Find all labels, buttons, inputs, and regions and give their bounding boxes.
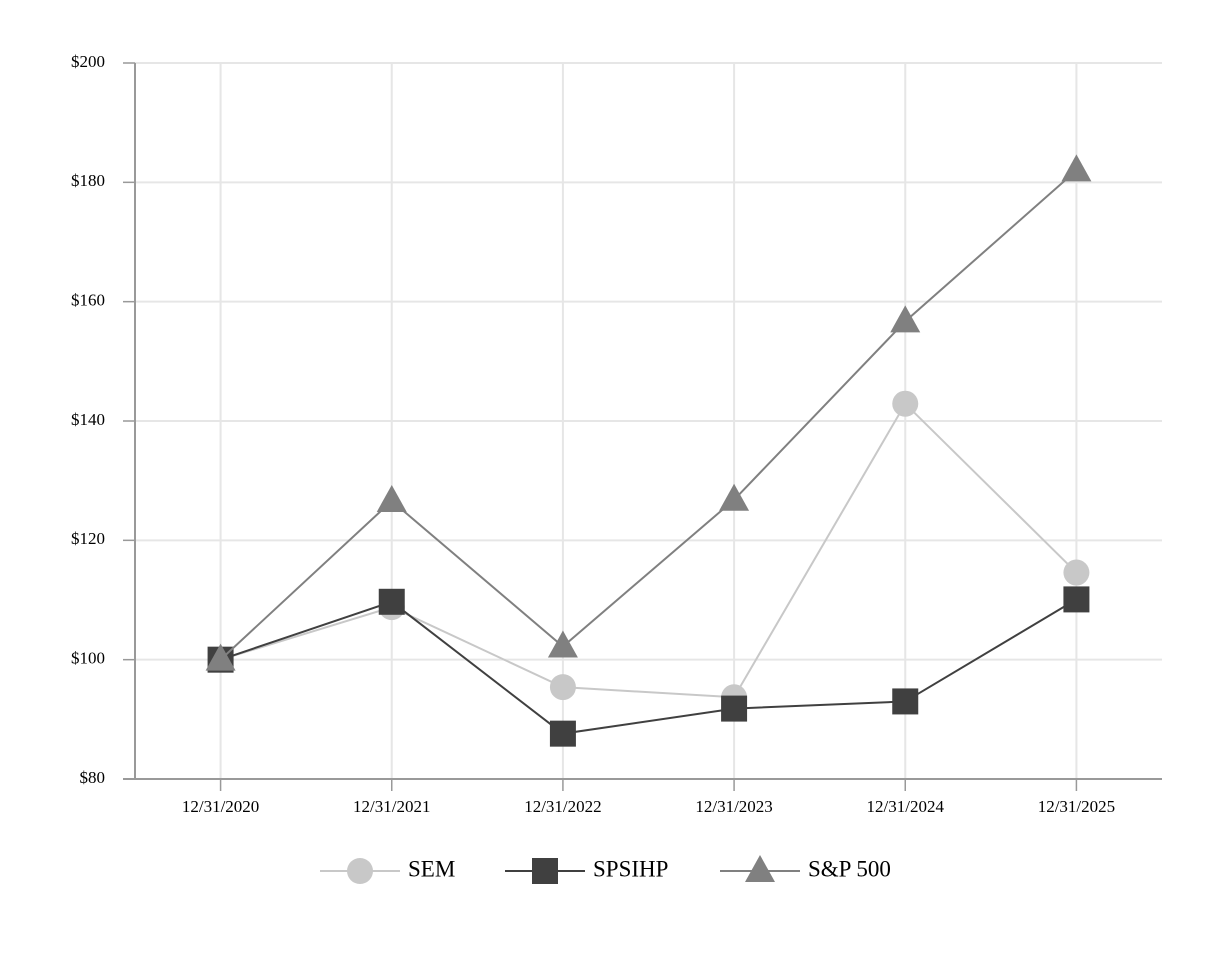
x-tick-label: 12/31/2020 bbox=[182, 797, 259, 816]
legend-label: SEM bbox=[408, 856, 455, 881]
x-tick-label: 12/31/2025 bbox=[1038, 797, 1115, 816]
x-tick-label: 12/31/2022 bbox=[524, 797, 601, 816]
marker bbox=[1061, 154, 1092, 182]
marker bbox=[721, 695, 748, 722]
marker bbox=[1063, 559, 1090, 586]
marker bbox=[745, 855, 775, 882]
marker bbox=[532, 858, 558, 884]
x-tick-label: 12/31/2023 bbox=[695, 797, 772, 816]
series-line bbox=[220, 598, 1077, 735]
marker bbox=[376, 484, 407, 512]
y-tick-label: $100 bbox=[71, 649, 105, 668]
marker bbox=[892, 390, 919, 417]
marker bbox=[549, 720, 576, 747]
y-tick-label: $160 bbox=[71, 291, 105, 310]
series-line bbox=[219, 169, 1078, 661]
x-tick-label: 12/31/2021 bbox=[353, 797, 430, 816]
series-line bbox=[220, 402, 1078, 699]
legend-label: S&P 500 bbox=[808, 856, 891, 881]
marker bbox=[890, 305, 921, 333]
legend-label: SPSIHP bbox=[593, 856, 668, 881]
y-tick-label: $80 bbox=[80, 768, 106, 787]
y-tick-label: $180 bbox=[71, 171, 105, 190]
marker bbox=[378, 588, 405, 615]
marker bbox=[549, 674, 576, 701]
y-tick-label: $140 bbox=[71, 410, 105, 429]
marker bbox=[1063, 586, 1090, 613]
marker bbox=[719, 483, 750, 511]
marker bbox=[892, 688, 919, 715]
x-tick-label: 12/31/2024 bbox=[867, 797, 945, 816]
y-tick-label: $120 bbox=[71, 529, 105, 548]
y-tick-label: $200 bbox=[71, 52, 105, 71]
marker bbox=[205, 643, 236, 671]
marker bbox=[347, 858, 373, 884]
marker bbox=[547, 630, 578, 658]
